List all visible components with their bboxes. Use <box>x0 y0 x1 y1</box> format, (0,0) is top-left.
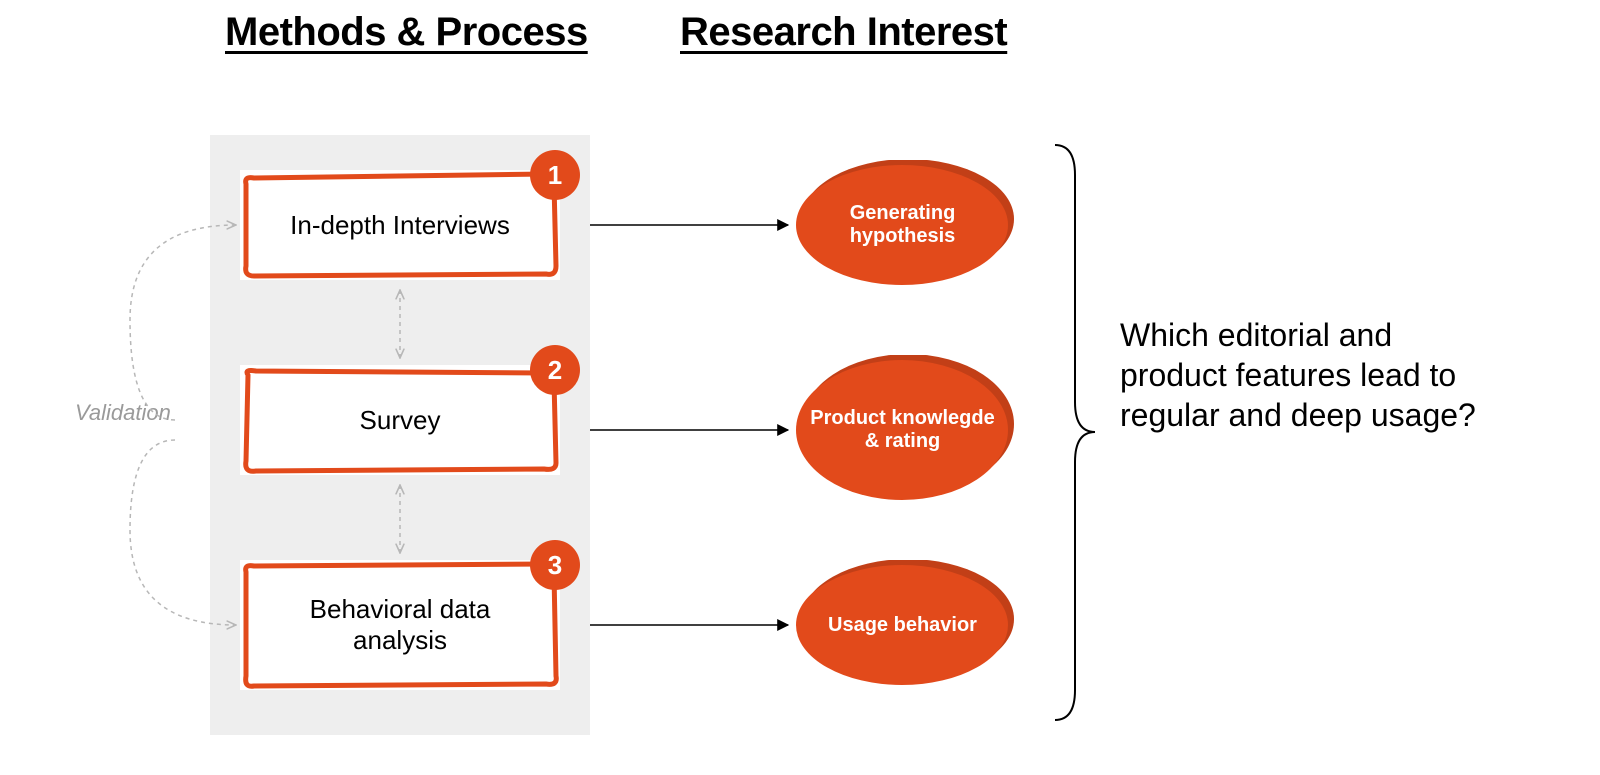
ellipse-usage: Usage behavior <box>790 560 1015 690</box>
step-badge-1: 1 <box>530 150 580 200</box>
method-label: Behavioral data analysis <box>240 594 560 656</box>
diagram-canvas: Methods & Process Research Interest In-d… <box>0 0 1600 775</box>
ellipse-label: Product knowlegde & rating <box>790 407 1015 453</box>
ellipse-hypothesis: Generating hypothesis <box>790 160 1015 290</box>
heading-methods: Methods & Process <box>225 10 588 55</box>
ellipse-label: Generating hypothesis <box>790 202 1015 248</box>
step-badge-3: 3 <box>530 540 580 590</box>
ellipse-knowledge: Product knowlegde & rating <box>790 355 1015 505</box>
curly-brace <box>1055 145 1095 720</box>
step-badge-2-number: 2 <box>548 355 562 386</box>
method-label: In-depth Interviews <box>290 210 510 241</box>
method-box-interviews: In-depth Interviews 1 <box>240 170 560 280</box>
method-label: Survey <box>360 405 441 436</box>
validation-label: Validation <box>75 400 171 426</box>
heading-research: Research Interest <box>680 10 1007 55</box>
research-question: Which editorial and product features lea… <box>1120 315 1480 435</box>
step-badge-3-number: 3 <box>548 550 562 581</box>
step-badge-2: 2 <box>530 345 580 395</box>
method-box-behavioral: Behavioral data analysis 3 <box>240 560 560 690</box>
ellipse-label: Usage behavior <box>810 614 995 637</box>
step-badge-1-number: 1 <box>548 160 562 191</box>
method-box-survey: Survey 2 <box>240 365 560 475</box>
